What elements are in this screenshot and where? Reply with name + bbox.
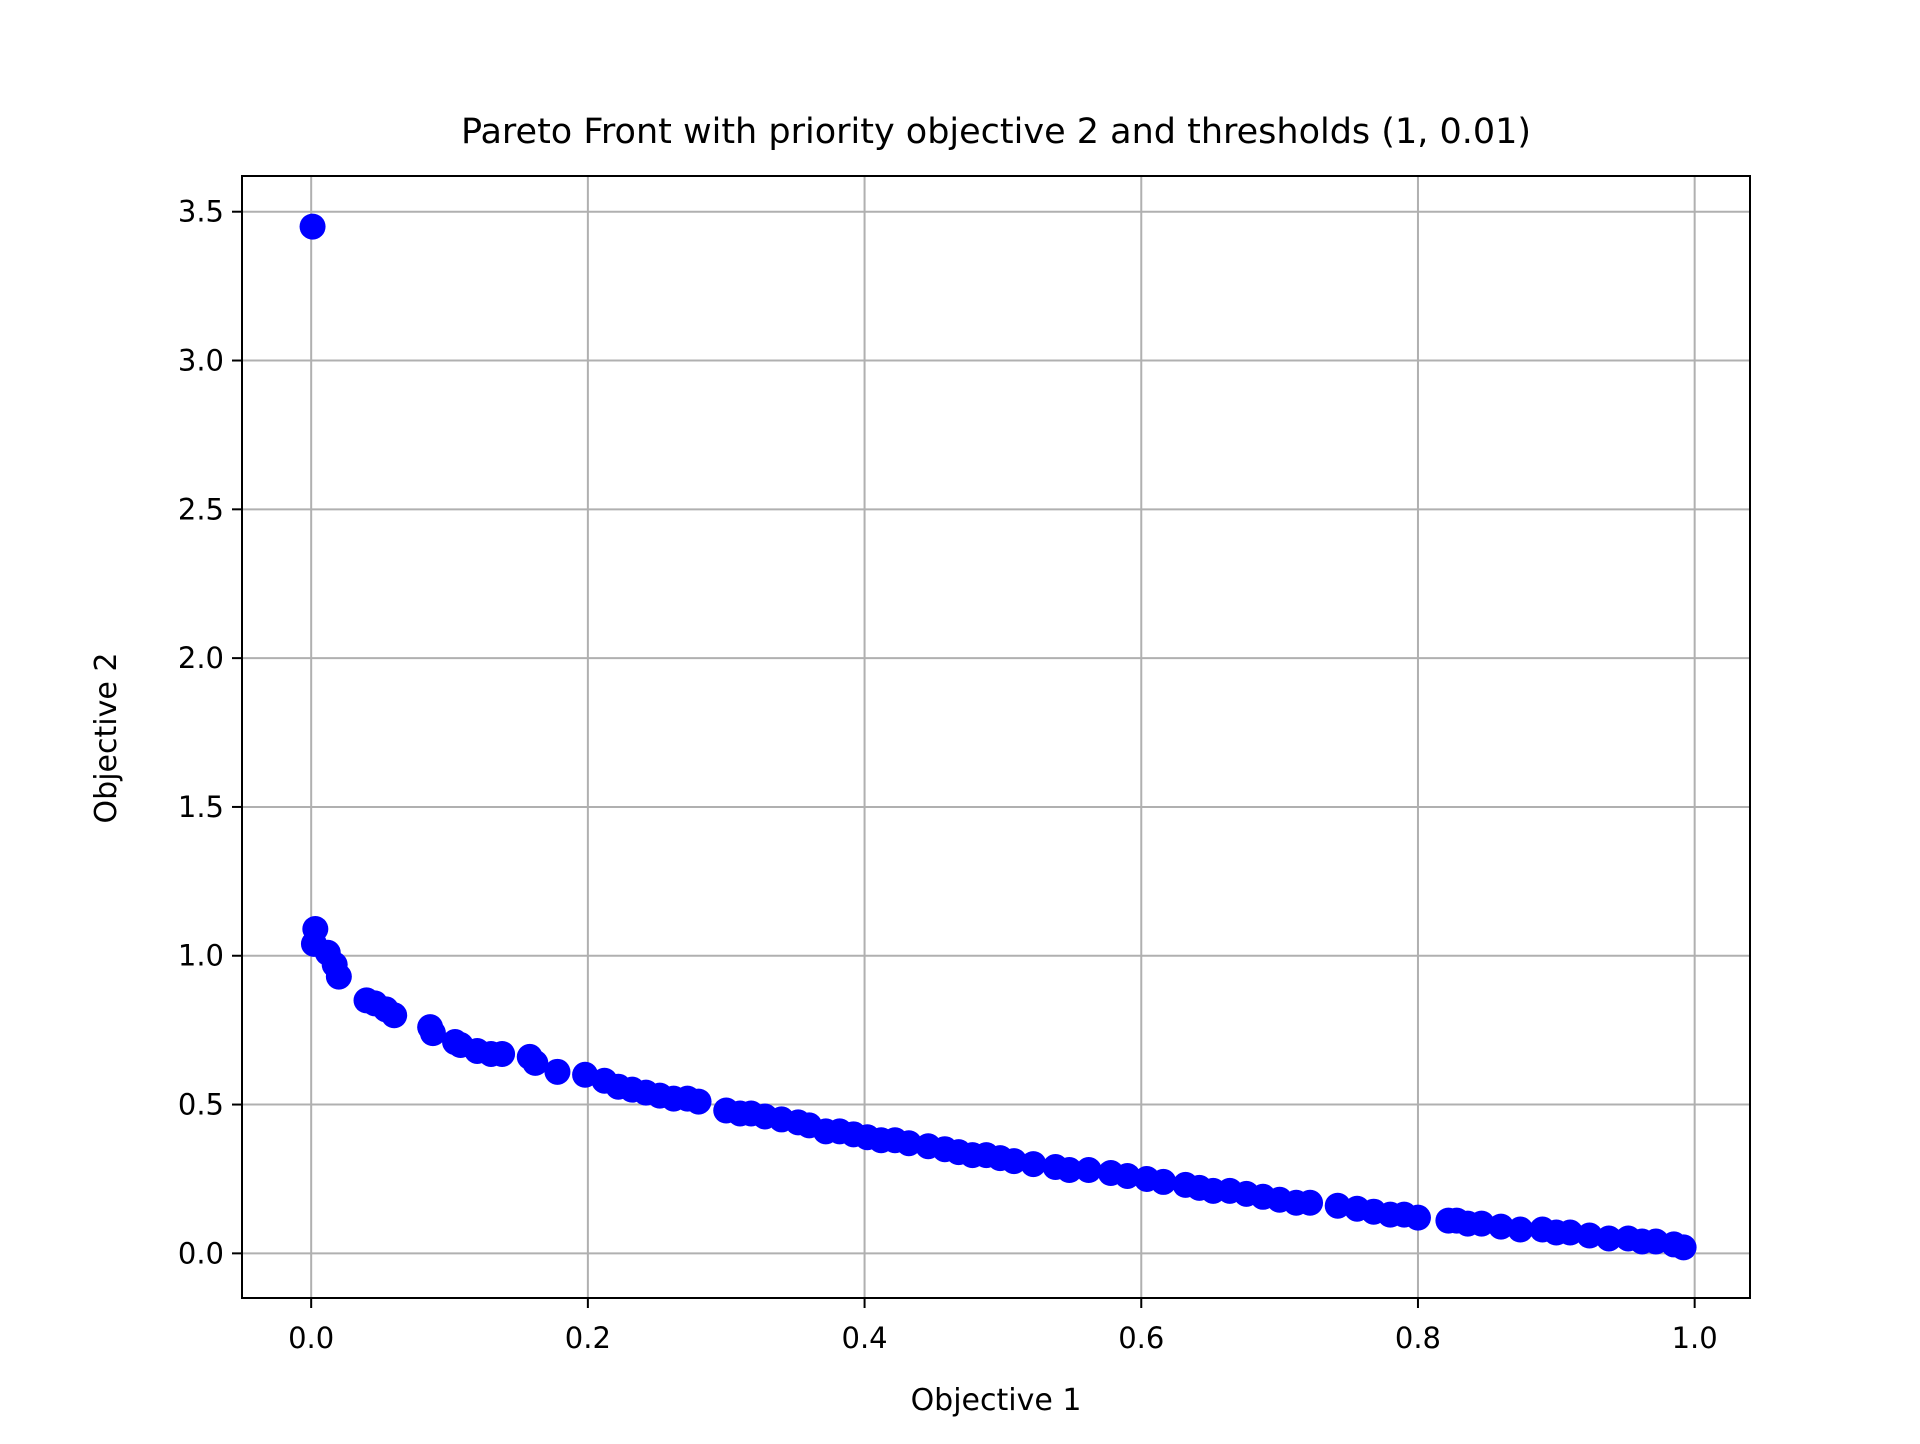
data-point bbox=[522, 1049, 549, 1076]
data-point bbox=[302, 915, 329, 942]
data-point bbox=[1324, 1192, 1351, 1219]
data-point bbox=[1114, 1162, 1141, 1189]
data-point bbox=[1056, 1157, 1083, 1184]
x-tick-label: 0.6 bbox=[1118, 1321, 1164, 1355]
data-point bbox=[1075, 1157, 1102, 1184]
data-point bbox=[325, 963, 352, 990]
x-tick-label: 0.4 bbox=[842, 1321, 888, 1355]
data-point bbox=[1468, 1210, 1495, 1237]
x-axis-label: Objective 1 bbox=[911, 1383, 1082, 1418]
data-point bbox=[1297, 1189, 1324, 1216]
x-tick-label: 0.0 bbox=[288, 1321, 334, 1355]
plot-frame bbox=[241, 175, 1751, 1299]
data-point bbox=[1557, 1219, 1584, 1246]
data-point bbox=[1670, 1234, 1697, 1261]
data-point bbox=[1595, 1225, 1622, 1252]
y-tick-label: 3.0 bbox=[178, 344, 224, 378]
y-tick-label: 2.5 bbox=[178, 492, 224, 526]
y-axis-label: Objective 2 bbox=[89, 653, 124, 824]
data-point bbox=[1576, 1222, 1603, 1249]
data-point bbox=[489, 1040, 516, 1067]
data-point bbox=[544, 1058, 571, 1085]
y-tick-label: 3.5 bbox=[178, 195, 224, 229]
y-tick-label: 1.0 bbox=[178, 939, 224, 973]
y-tick-label: 2.0 bbox=[178, 641, 224, 675]
data-point bbox=[685, 1088, 712, 1115]
y-tick-label: 0.0 bbox=[178, 1236, 224, 1270]
y-tick-label: 0.5 bbox=[178, 1088, 224, 1122]
data-point bbox=[299, 213, 326, 240]
data-point bbox=[381, 1002, 408, 1029]
x-tick-label: 1.0 bbox=[1672, 1321, 1718, 1355]
data-point bbox=[1020, 1151, 1047, 1178]
y-tick-label: 1.5 bbox=[178, 790, 224, 824]
data-point bbox=[895, 1130, 922, 1157]
grid-lines bbox=[242, 176, 1750, 1298]
plot-area bbox=[242, 176, 1750, 1298]
data-point bbox=[419, 1020, 446, 1047]
x-tick-label: 0.8 bbox=[1395, 1321, 1441, 1355]
data-point bbox=[1507, 1216, 1534, 1243]
chart-title: Pareto Front with priority objective 2 a… bbox=[461, 112, 1531, 152]
axis-ticks: 0.0 0.2 0.4 0.6 0.8 1.0 0.0 0.5 1.0 1.5 2.0 2.5 3.0 3… bbox=[178, 195, 1718, 1355]
data-point bbox=[1150, 1168, 1177, 1195]
x-tick-label: 0.2 bbox=[565, 1321, 611, 1355]
data-point bbox=[1404, 1204, 1431, 1231]
data-points bbox=[299, 213, 1697, 1261]
data-point bbox=[1487, 1213, 1514, 1240]
data-point bbox=[1000, 1148, 1027, 1175]
